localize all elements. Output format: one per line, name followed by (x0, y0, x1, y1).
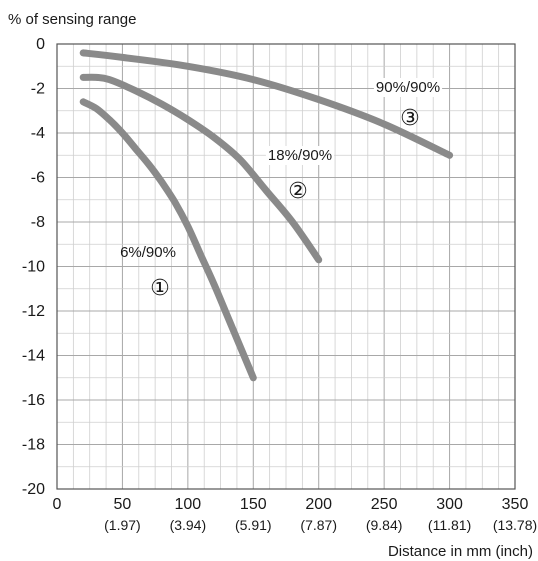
series-label-1: 6%/90% (120, 244, 176, 261)
grid (56, 43, 516, 490)
y-tick-label: -4 (31, 125, 45, 142)
x-tick-sublabel: (9.84) (366, 517, 403, 533)
x-tick-label: 350 (502, 496, 529, 513)
x-tick-label: 250 (371, 496, 398, 513)
x-tick-label: 300 (436, 496, 463, 513)
series-line-3 (79, 49, 454, 159)
x-tick-sublabel: (13.78) (493, 517, 537, 533)
series-line-2 (79, 73, 323, 264)
x-tick-label: 200 (305, 496, 332, 513)
y-tick-label: -2 (31, 81, 45, 98)
y-tick-label: -8 (31, 214, 45, 231)
series-line-1 (79, 98, 257, 382)
x-tick-label: 50 (114, 496, 132, 513)
annotation-background (373, 78, 443, 97)
x-tick-sublabel: (3.94) (170, 517, 207, 533)
y-tick-label: -12 (22, 303, 45, 320)
y-tick-label: -6 (31, 170, 45, 187)
y-axis-label: % of sensing range (8, 11, 136, 28)
series-lines (79, 49, 454, 382)
series-marker-1: ① (150, 275, 170, 300)
y-tick-label: -18 (22, 437, 45, 454)
x-tick-sublabel: (5.91) (235, 517, 272, 533)
x-axis-label: Distance in mm (inch) (388, 543, 533, 560)
y-tick-labels: 0 -2 -4 -6 -8 -10 -12 -14 -16 -18 -20 (22, 36, 45, 498)
x-tick-label: 100 (175, 496, 202, 513)
x-tick-labels: 0 50 (1.97) 100 (3.94) 150 (5.91) 200 (7.87) 250 (… (53, 496, 538, 533)
series-annotations: 6%/90% ① 18%/90% ② 90%/90% ③ (120, 78, 443, 300)
x-tick-sublabel: (7.87) (300, 517, 337, 533)
x-tick-label: 150 (240, 496, 267, 513)
y-tick-label: -20 (22, 481, 45, 498)
y-tick-label: -16 (22, 392, 45, 409)
series-marker-2: ② (288, 178, 308, 203)
x-tick-sublabel: (1.97) (104, 517, 141, 533)
y-tick-label: -14 (22, 348, 45, 365)
series-label-2: 18%/90% (268, 147, 332, 164)
y-tick-label: -10 (22, 259, 45, 276)
series-marker-3: ③ (400, 105, 420, 130)
annotation-background (265, 146, 335, 165)
x-tick-sublabel: (11.81) (428, 517, 471, 533)
series-label-3: 90%/90% (376, 79, 440, 96)
y-tick-label: 0 (36, 36, 45, 53)
x-tick-label: 0 (53, 496, 62, 513)
plot-frame (56, 43, 516, 490)
